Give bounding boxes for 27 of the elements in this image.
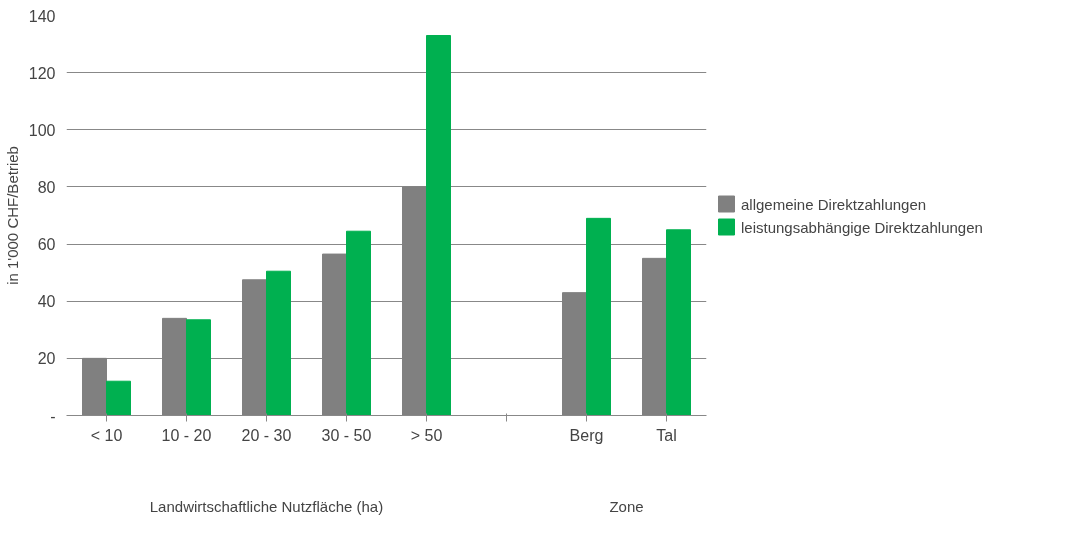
x-tick-label: < 10 (90, 426, 123, 444)
x-axis-title: Landwirtschaftliche Nutzfläche (ha) (149, 497, 384, 515)
y-tick-label: - (50, 407, 56, 425)
bar (106, 380, 131, 416)
y-axis-title: in 1'000 CHF/Betrieb (3, 146, 21, 285)
x-tick-label: 30 - 50 (321, 426, 372, 444)
bar (586, 217, 611, 416)
x-tick-label: 10 - 20 (161, 426, 212, 444)
legend-label: allgemeine Direktzahlungen (741, 195, 927, 212)
text: Zone (609, 497, 644, 515)
bar (346, 230, 371, 416)
bar (266, 270, 291, 416)
x-tick-label: 20 - 30 (241, 426, 292, 444)
x-tick-label: Berg (569, 426, 604, 444)
y-tick-label: 60 (37, 236, 56, 254)
x-tick-label: > 50 (410, 426, 443, 444)
y-tick-label: 80 (37, 178, 56, 196)
x-tick-label: Tal (656, 426, 677, 444)
y-tick-label: 120 (28, 64, 56, 82)
bar (186, 319, 211, 416)
y-tick-label: 20 (37, 350, 56, 368)
bar (426, 35, 451, 416)
y-tick-label: 40 (37, 293, 56, 311)
y-tick-label: 140 (28, 7, 56, 25)
bar (666, 229, 691, 416)
legend-label: leistungsabhängige Direktzahlungen (741, 218, 983, 235)
y-tick-label: 100 (28, 121, 56, 139)
